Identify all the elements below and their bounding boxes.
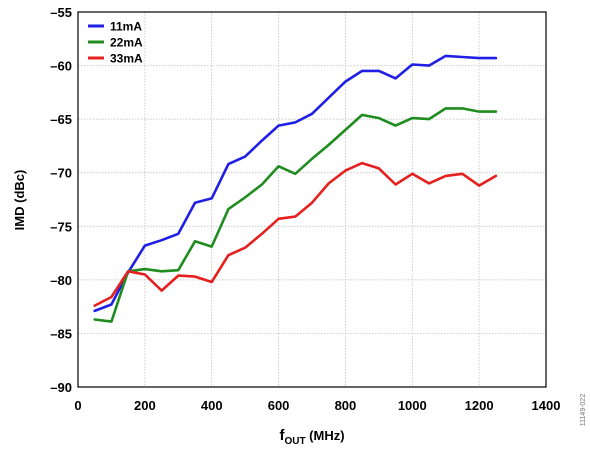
legend: 11mA 22mA 33mA: [88, 20, 143, 66]
series-line-22mA: [93, 107, 498, 323]
y-tick-label: –85: [50, 326, 72, 341]
plot-frame: [77, 11, 547, 388]
x-tick-label: 400: [201, 398, 223, 413]
x-tick-label: 600: [268, 398, 290, 413]
data-series: [93, 54, 498, 323]
y-tick-label: –75: [50, 219, 72, 234]
y-tick-labels: –55 –60 –65 –70 –75 –80 –85 –90: [50, 5, 72, 395]
legend-label-11mA: 11mA: [110, 20, 142, 34]
x-tick-label: 800: [335, 398, 357, 413]
x-tick-labels: 0 200 400 600 800 1000 1200 1400: [74, 398, 560, 413]
x-tick-label: 1200: [465, 398, 494, 413]
figure-id: 11149-022: [580, 394, 587, 427]
x-tick-label: 1400: [532, 398, 561, 413]
legend-label-22mA: 22mA: [110, 36, 143, 50]
x-tick-label: 200: [134, 398, 156, 413]
x-tick-label: 0: [74, 398, 81, 413]
x-tick-label: 1000: [398, 398, 427, 413]
series-line-33mA: [93, 161, 498, 307]
y-tick-label: –55: [50, 5, 72, 20]
grid-lines: [78, 12, 546, 387]
y-tick-label: –65: [50, 112, 72, 127]
legend-label-33mA: 33mA: [110, 52, 143, 66]
y-axis-title: IMD (dBc): [12, 170, 27, 231]
y-tick-label: –70: [50, 166, 72, 181]
series-line-11mA: [93, 54, 498, 313]
y-tick-label: –80: [50, 273, 72, 288]
y-tick-label: –60: [50, 59, 72, 74]
plot-background: [78, 12, 546, 387]
y-tick-label: –90: [50, 380, 72, 395]
x-axis-title: fOUT (MHz): [279, 427, 344, 447]
